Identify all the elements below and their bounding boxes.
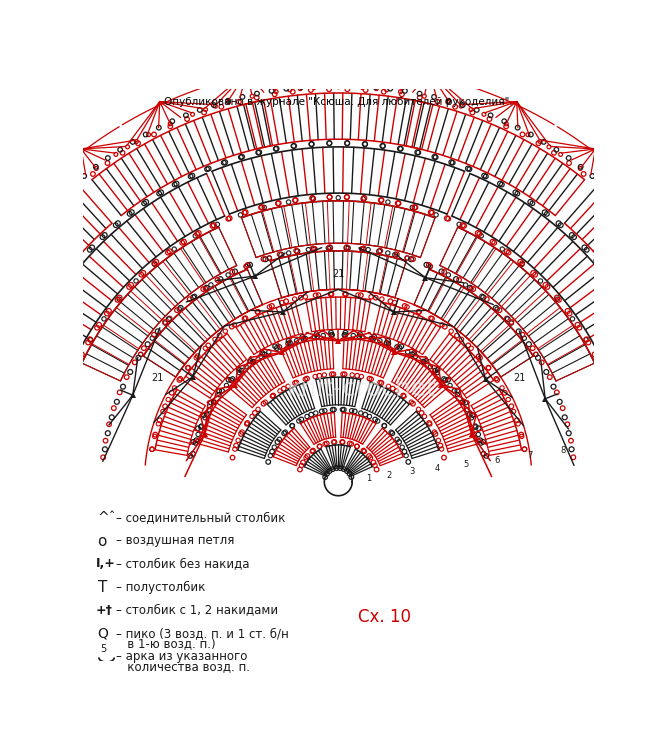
Text: 7: 7 bbox=[527, 451, 533, 460]
Text: 4: 4 bbox=[435, 464, 440, 473]
Text: 2: 2 bbox=[387, 470, 392, 480]
Text: 21: 21 bbox=[332, 269, 345, 279]
Text: Опубликовано в журнале "Ксюша. Для любителей рукоделия".: Опубликовано в журнале "Ксюша. Для любит… bbox=[164, 97, 513, 107]
Text: 6: 6 bbox=[494, 455, 500, 464]
Text: 5: 5 bbox=[463, 460, 469, 469]
Text: 8: 8 bbox=[561, 447, 566, 455]
Text: – полустолбик: – полустолбик bbox=[115, 580, 205, 594]
Text: ^ˆ: ^ˆ bbox=[97, 511, 116, 525]
Text: o: o bbox=[97, 534, 107, 549]
Text: 5: 5 bbox=[100, 643, 106, 654]
Text: – пико (3 возд. п. и 1 ст. б/н: – пико (3 возд. п. и 1 ст. б/н bbox=[115, 626, 288, 640]
Text: – столбик без накида: – столбик без накида bbox=[115, 557, 249, 571]
Text: 3: 3 bbox=[410, 467, 415, 476]
Text: – арка из указанного: – арка из указанного bbox=[115, 649, 248, 663]
Text: количества возд. п.: количества возд. п. bbox=[115, 661, 250, 673]
Text: Q: Q bbox=[97, 626, 108, 640]
Text: Сх. 10: Сх. 10 bbox=[358, 608, 411, 626]
Text: в 1-ю возд. п.): в 1-ю возд. п.) bbox=[115, 637, 215, 650]
Text: – столбик с 1, 2 накидами: – столбик с 1, 2 накидами bbox=[115, 603, 278, 617]
Text: – соединительный столбик: – соединительный столбик bbox=[115, 511, 285, 524]
Text: knit-crochet: knit-crochet bbox=[286, 377, 436, 401]
Text: I,+: I,+ bbox=[96, 557, 115, 571]
Text: – воздушная петля: – воздушная петля bbox=[115, 534, 234, 548]
Text: 21: 21 bbox=[513, 373, 525, 383]
Text: +†: +† bbox=[96, 603, 113, 617]
Text: 1: 1 bbox=[366, 473, 371, 482]
Text: 21: 21 bbox=[151, 373, 163, 383]
Text: T: T bbox=[98, 580, 108, 595]
